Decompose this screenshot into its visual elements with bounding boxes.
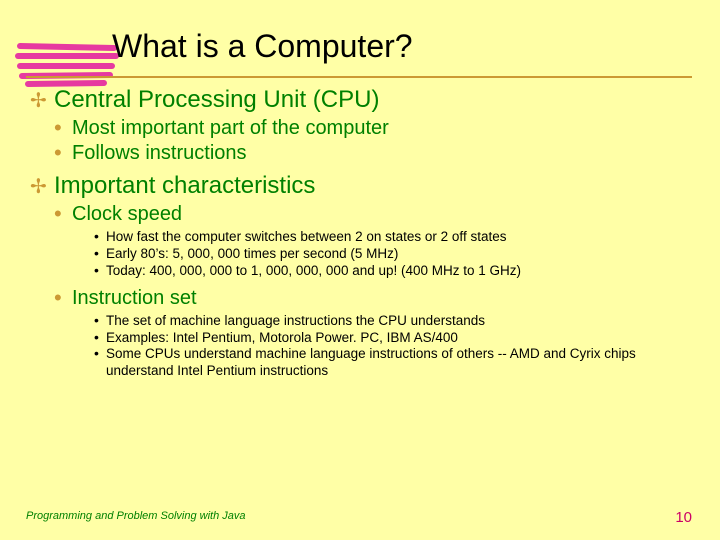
slide-title: What is a Computer? — [112, 28, 413, 65]
section-characteristics: Important characteristics — [30, 172, 692, 200]
bullet-item: Follows instructions — [54, 141, 692, 166]
bullet-item: Early 80’s: 5, 000, 000 times per second… — [94, 246, 692, 263]
bullet-item: Today: 400, 000, 000 to 1, 000, 000, 000… — [94, 263, 692, 280]
subsection-instruction-set: Instruction set — [54, 286, 692, 311]
subsection-clock-speed: Clock speed — [54, 202, 692, 227]
page-number: 10 — [675, 509, 692, 526]
section-cpu: Central Processing Unit (CPU) — [30, 86, 692, 114]
bullet-item: Some CPUs understand machine language in… — [94, 346, 692, 380]
slide: What is a Computer? Central Processing U… — [0, 0, 720, 540]
title-underline — [26, 76, 692, 78]
bullet-item: Most important part of the computer — [54, 116, 692, 141]
scribble-graphic — [14, 36, 124, 88]
bullet-item: Examples: Intel Pentium, Motorola Power.… — [94, 330, 692, 347]
footer-left: Programming and Problem Solving with Jav… — [26, 510, 246, 522]
bullet-item: How fast the computer switches between 2… — [94, 229, 692, 246]
slide-body: Central Processing Unit (CPU) Most impor… — [30, 86, 692, 380]
bullet-item: The set of machine language instructions… — [94, 313, 692, 330]
